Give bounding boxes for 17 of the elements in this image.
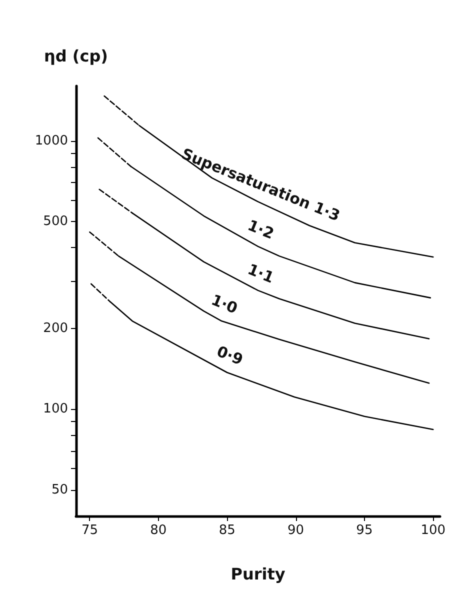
x-axis-title: Purity bbox=[230, 564, 286, 584]
text: 1·0 bbox=[208, 290, 240, 318]
text: 1·2 bbox=[245, 216, 276, 243]
y-tick-label: 100 bbox=[43, 402, 68, 417]
y-axis-title: ηd (cp) bbox=[44, 46, 108, 66]
x-tick-label: 90 bbox=[288, 523, 304, 538]
y-tick-label: 500 bbox=[43, 214, 68, 230]
y-tick-label: 200 bbox=[43, 320, 68, 336]
text: 0·9 bbox=[214, 342, 246, 369]
x-tick-label: 80 bbox=[150, 523, 167, 538]
x-tick-label: 95 bbox=[356, 523, 373, 538]
text: 1·1 bbox=[245, 260, 276, 287]
x-tick-label: 85 bbox=[218, 523, 236, 538]
x-tick-label: 75 bbox=[81, 523, 98, 538]
y-tick-label: 1000 bbox=[34, 133, 68, 148]
y-tick-label: 50 bbox=[51, 482, 68, 498]
x-tick-label: 100 bbox=[420, 523, 446, 538]
